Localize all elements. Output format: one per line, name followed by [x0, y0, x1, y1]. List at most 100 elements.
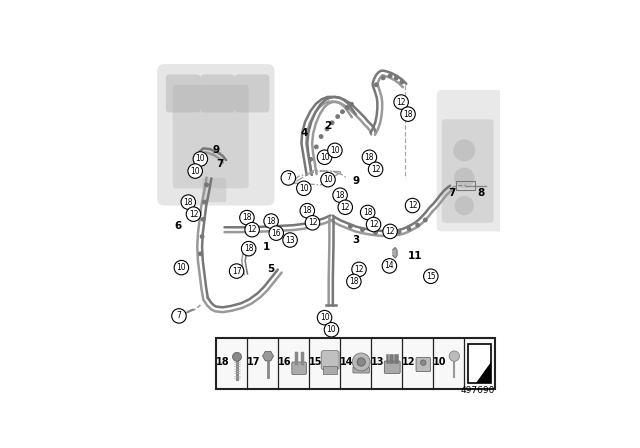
Circle shape — [340, 109, 345, 114]
Text: 10: 10 — [190, 167, 200, 176]
Circle shape — [360, 227, 365, 232]
Circle shape — [423, 218, 428, 223]
Polygon shape — [393, 248, 397, 258]
Text: 13: 13 — [285, 236, 295, 245]
Text: 18: 18 — [244, 244, 253, 253]
Circle shape — [269, 226, 284, 241]
Text: 18: 18 — [184, 198, 193, 207]
Circle shape — [394, 95, 408, 109]
Circle shape — [348, 224, 353, 228]
Circle shape — [324, 323, 339, 337]
Circle shape — [385, 231, 390, 236]
Circle shape — [305, 215, 320, 230]
FancyBboxPatch shape — [200, 74, 235, 112]
Text: 18: 18 — [242, 213, 252, 222]
Circle shape — [229, 264, 244, 278]
Text: 10: 10 — [299, 184, 308, 193]
FancyBboxPatch shape — [416, 358, 431, 372]
Text: 12: 12 — [369, 220, 378, 229]
FancyBboxPatch shape — [157, 64, 275, 206]
Circle shape — [264, 214, 278, 228]
Circle shape — [454, 168, 475, 188]
Text: 15: 15 — [426, 272, 436, 281]
Text: 10: 10 — [196, 155, 205, 164]
Circle shape — [454, 196, 474, 215]
Text: 17: 17 — [232, 267, 241, 276]
Circle shape — [382, 258, 397, 273]
Circle shape — [362, 150, 376, 164]
Text: 15: 15 — [309, 357, 323, 367]
Text: 2: 2 — [324, 121, 332, 131]
Circle shape — [240, 211, 254, 225]
Text: 10: 10 — [320, 153, 330, 162]
Circle shape — [204, 182, 209, 187]
Polygon shape — [476, 362, 492, 383]
Text: 5: 5 — [268, 264, 275, 274]
Circle shape — [188, 164, 202, 178]
Circle shape — [401, 107, 415, 121]
Text: 10: 10 — [323, 175, 333, 184]
Text: 16: 16 — [278, 357, 292, 367]
Text: 14: 14 — [385, 262, 394, 271]
FancyBboxPatch shape — [323, 366, 337, 374]
Circle shape — [345, 105, 349, 110]
Circle shape — [381, 76, 386, 80]
Text: 12: 12 — [385, 227, 395, 236]
Text: 14: 14 — [340, 357, 354, 367]
Circle shape — [202, 200, 207, 204]
Text: 4: 4 — [300, 128, 308, 138]
Circle shape — [406, 227, 412, 232]
Circle shape — [308, 157, 313, 162]
Circle shape — [300, 203, 314, 218]
FancyBboxPatch shape — [173, 85, 249, 188]
Text: 3: 3 — [352, 235, 360, 245]
Text: 12: 12 — [189, 210, 198, 219]
Text: 18: 18 — [403, 110, 413, 119]
Circle shape — [321, 172, 335, 187]
Text: 497690: 497690 — [461, 386, 495, 395]
Text: 10: 10 — [433, 357, 447, 367]
Text: 18: 18 — [349, 277, 358, 286]
Circle shape — [352, 353, 370, 371]
Circle shape — [405, 198, 420, 213]
Circle shape — [335, 114, 340, 119]
Text: 7: 7 — [448, 189, 456, 198]
Circle shape — [347, 274, 361, 289]
Circle shape — [281, 171, 296, 185]
Circle shape — [360, 205, 375, 220]
FancyBboxPatch shape — [442, 119, 493, 223]
Circle shape — [349, 102, 354, 107]
Text: 13: 13 — [371, 357, 385, 367]
Circle shape — [283, 233, 298, 247]
FancyBboxPatch shape — [235, 74, 269, 112]
Circle shape — [397, 229, 401, 234]
Text: 17: 17 — [247, 357, 260, 367]
Circle shape — [201, 217, 205, 222]
Circle shape — [174, 260, 189, 275]
Circle shape — [352, 262, 366, 276]
Circle shape — [394, 76, 399, 80]
Circle shape — [357, 358, 365, 366]
Circle shape — [324, 126, 330, 131]
Circle shape — [296, 181, 311, 195]
Circle shape — [330, 121, 335, 125]
Text: 1: 1 — [262, 242, 269, 252]
Text: 9: 9 — [212, 145, 220, 155]
FancyBboxPatch shape — [202, 178, 226, 202]
Circle shape — [232, 352, 241, 361]
Text: 9: 9 — [352, 177, 359, 186]
Circle shape — [317, 310, 332, 325]
Text: 16: 16 — [271, 228, 281, 237]
Text: 18: 18 — [365, 153, 374, 162]
Text: 7: 7 — [286, 173, 291, 182]
Circle shape — [388, 73, 392, 78]
Circle shape — [200, 234, 205, 239]
Circle shape — [369, 162, 383, 177]
Text: 18: 18 — [303, 206, 312, 215]
FancyBboxPatch shape — [384, 361, 400, 373]
Text: 12: 12 — [396, 98, 406, 107]
Circle shape — [198, 251, 203, 256]
FancyBboxPatch shape — [436, 90, 504, 232]
Circle shape — [241, 241, 256, 256]
Text: 18: 18 — [363, 208, 372, 217]
